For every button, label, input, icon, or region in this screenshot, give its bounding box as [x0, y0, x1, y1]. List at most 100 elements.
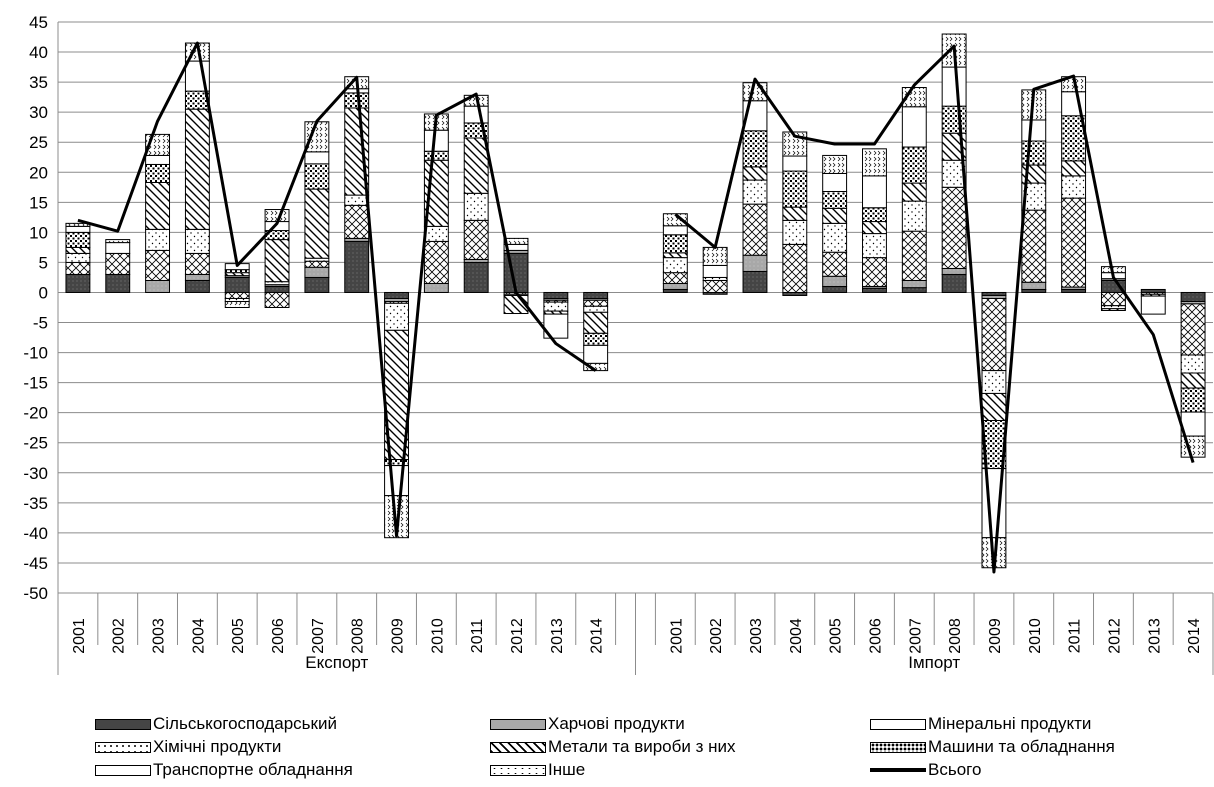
legend-item: Метали та вироби з них: [490, 737, 736, 757]
bar-segment: [901, 287, 927, 293]
x-tick-label: 2014: [589, 618, 606, 654]
bar-segment: [742, 203, 768, 256]
legend-item: Харчові продукти: [490, 714, 685, 734]
x-tick-label: 2006: [270, 618, 287, 654]
bar-segment: [662, 234, 688, 254]
x-tick-label: 2010: [1027, 618, 1044, 654]
x-tick-label: 2012: [1106, 618, 1123, 654]
bar-segment: [662, 282, 688, 290]
bar-segment: [1180, 291, 1206, 302]
y-tick-label: 5: [39, 253, 48, 272]
legend-item: Сільськогосподарський: [95, 714, 337, 734]
bar-segment: [702, 264, 728, 278]
x-tick-label: 2001: [668, 618, 685, 654]
bar-segment: [145, 154, 171, 165]
y-tick-label: 20: [29, 163, 48, 182]
bar-segment: [65, 246, 91, 254]
bar-segment: [384, 302, 409, 331]
x-tick-label: 2011: [1067, 619, 1084, 654]
legend-swatch: [490, 764, 546, 776]
y-tick-label: -25: [23, 434, 48, 453]
bar-segment: [224, 300, 250, 308]
bar-segment: [862, 207, 887, 223]
bar-segment: [822, 154, 848, 174]
x-tick-label: 2005: [828, 618, 845, 654]
bar-segment: [662, 252, 688, 259]
bar-segment: [423, 240, 449, 284]
legend-swatch: [490, 741, 546, 753]
bar-segment: [862, 233, 887, 259]
bar-segment: [583, 311, 609, 334]
y-tick-label: 40: [29, 43, 48, 62]
legend-label: Метали та вироби з них: [548, 737, 736, 756]
bar-segment: [941, 273, 967, 293]
y-tick-label: -45: [23, 554, 48, 573]
legend-line-swatch: [870, 768, 926, 772]
bar-segment: [304, 188, 330, 259]
bar-segment: [662, 225, 688, 236]
x-tick-label: 2011: [469, 619, 486, 654]
bar-segment: [822, 207, 848, 224]
bar-segment: [901, 106, 927, 148]
legend-label: Машини та обладнання: [928, 737, 1115, 756]
bar-segment: [901, 200, 927, 232]
bar-segment: [1061, 197, 1087, 288]
bar-segment: [503, 237, 529, 245]
bar-segment: [463, 261, 489, 293]
x-tick-label: 2002: [708, 618, 725, 654]
bar-segment: [463, 137, 489, 194]
x-tick-label: 2004: [788, 618, 805, 654]
x-tick-label: 2008: [350, 618, 367, 654]
bar-segment: [145, 249, 171, 281]
bar-segment: [583, 344, 609, 364]
bar-segment: [662, 257, 688, 274]
bar-segment: [822, 222, 848, 253]
bar-segment: [105, 273, 131, 293]
bar-segment: [1021, 281, 1047, 290]
legend-item: Хімічні продукти: [95, 737, 281, 757]
bar-segment: [901, 279, 927, 289]
bar-segment: [184, 108, 210, 230]
y-tick-label: 0: [39, 283, 48, 302]
bar-segment: [65, 231, 91, 248]
bar-segment: [184, 273, 210, 281]
bar-segment: [1180, 372, 1206, 389]
legend-item: Мінеральні продукти: [870, 714, 1091, 734]
legend-item: Всього: [870, 760, 981, 780]
bar-segment: [145, 279, 171, 293]
y-tick-label: -20: [23, 404, 48, 423]
group-label: Експорт: [305, 653, 368, 672]
total-line: [674, 44, 1195, 574]
legend-label: Мінеральні продукти: [928, 714, 1092, 733]
y-tick-label: 45: [29, 13, 48, 32]
bar-segment: [782, 170, 808, 208]
bar-segment: [782, 155, 808, 172]
bar-segment: [662, 213, 688, 227]
bar-segment: [901, 230, 927, 281]
group-label: Імпорт: [908, 653, 960, 672]
y-tick-label: -35: [23, 494, 48, 513]
bar-segment: [1061, 160, 1087, 177]
bar-segment: [65, 261, 91, 275]
bar-segment: [344, 240, 370, 293]
bar-segment: [702, 279, 728, 293]
legend-swatch: [95, 764, 151, 776]
bar-segment: [304, 163, 330, 190]
bar-segment: [264, 239, 290, 283]
bar-segment: [1180, 387, 1206, 413]
legend-label: Всього: [928, 760, 982, 779]
y-tick-label: -10: [23, 344, 48, 363]
bar-segment: [941, 105, 967, 134]
bar-segment: [901, 182, 927, 202]
bar-segment: [264, 291, 290, 309]
bar-segment: [304, 266, 330, 278]
bar-segment: [543, 301, 569, 312]
bar-segment: [941, 66, 967, 107]
legend-item: Інше: [490, 760, 585, 780]
chart-legend: Сільськогосподарський Харчові продукти Мін…: [0, 708, 1214, 787]
y-tick-label: 35: [29, 73, 48, 92]
bar-segment: [145, 228, 171, 251]
bar-segment: [65, 273, 91, 293]
legend-item: Машини та обладнання: [870, 737, 1115, 757]
bar-segment: [583, 305, 609, 313]
